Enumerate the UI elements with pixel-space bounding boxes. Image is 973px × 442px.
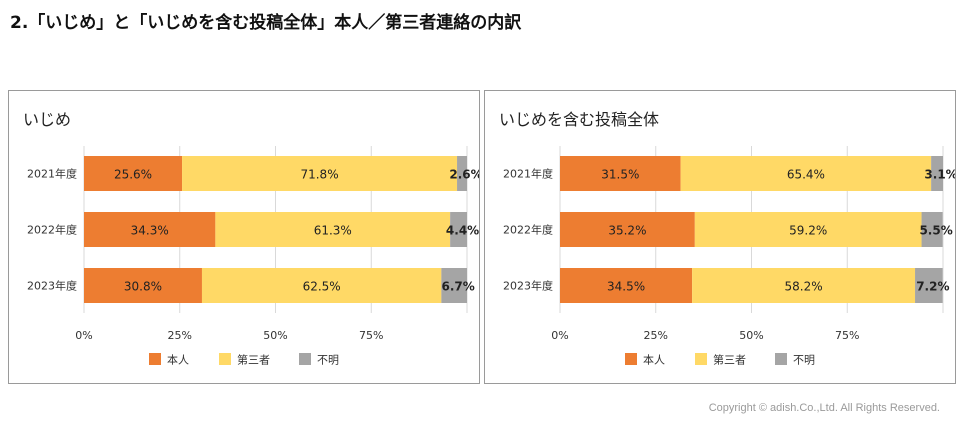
category-label: 2022年度 <box>503 223 553 237</box>
bar-segment <box>215 212 451 247</box>
chart-title-bullying-posts: いじめを含む投稿全体 <box>499 110 660 129</box>
data-label: 6.7% <box>442 280 475 294</box>
category-label: 2022年度 <box>27 223 77 237</box>
bar-segment <box>84 268 202 303</box>
legend-swatch <box>299 353 311 365</box>
legend-swatch <box>219 353 231 365</box>
bar-segment <box>84 212 216 247</box>
legend-swatch <box>695 353 707 365</box>
x-tick-label: 75% <box>359 329 383 342</box>
bar-segment <box>182 156 458 191</box>
bar-segment <box>457 156 467 191</box>
bar-segment <box>560 156 681 191</box>
data-label: 3.1% <box>924 168 955 182</box>
data-label: 25.6% <box>114 168 152 182</box>
data-label: 34.5% <box>607 280 645 294</box>
data-label: 2.6% <box>449 168 479 182</box>
x-tick-label: 25% <box>644 329 668 342</box>
legend-label: 本人 <box>167 353 189 367</box>
data-label: 7.2% <box>916 280 949 294</box>
bar-segment <box>84 156 183 191</box>
data-label: 5.5% <box>919 224 952 238</box>
x-tick-label: 75% <box>835 329 859 342</box>
copyright: Copyright © adish.Co.,Ltd. All Rights Re… <box>708 402 940 414</box>
category-label: 2021年度 <box>503 167 553 181</box>
chart-title-bullying: いじめ <box>23 110 72 129</box>
legend-label: 第三者 <box>237 353 270 367</box>
category-label: 2023年度 <box>27 279 77 293</box>
bar-segment <box>560 268 693 303</box>
data-label: 31.5% <box>601 168 639 182</box>
bar-segment <box>692 268 916 303</box>
bar-segment <box>931 156 943 191</box>
page-title: 2.「いじめ」と「いじめを含む投稿全体」本人／第三者連絡の内訳 <box>10 13 522 33</box>
legend-label: 第三者 <box>713 353 746 367</box>
data-label: 61.3% <box>314 224 352 238</box>
legend-label: 本人 <box>643 353 665 367</box>
bar-segment <box>915 268 943 303</box>
data-label: 35.2% <box>608 224 646 238</box>
bar-segment <box>694 212 922 247</box>
chart-panel-bullying-posts: いじめを含む投稿全体 0% 25% 50% 75% 2021年度 31.5% 65.4% 3.… <box>484 90 956 384</box>
legend-swatch <box>775 353 787 365</box>
chart-bullying-posts: 0% 25% 50% 75% 2021年度 31.5% 65.4% 3.1% 2022年度 35.… <box>503 146 955 367</box>
data-label: 62.5% <box>303 280 341 294</box>
chart-panel-bullying: いじめ 0% 25% 50% 75% 2021年度 25.6% 71.8% 2.6% 2022年… <box>8 90 480 384</box>
x-tick-label: 25% <box>168 329 192 342</box>
bar-segment <box>201 268 442 303</box>
legend-swatch <box>625 353 637 365</box>
data-label: 71.8% <box>300 168 338 182</box>
bar-segment <box>450 212 467 247</box>
data-label: 65.4% <box>787 168 825 182</box>
x-tick-label: 50% <box>263 329 287 342</box>
category-label: 2021年度 <box>27 167 77 181</box>
data-label: 4.4% <box>446 224 479 238</box>
legend-swatch <box>149 353 161 365</box>
bar-segment <box>680 156 932 191</box>
bar-segment <box>441 268 467 303</box>
x-tick-label: 50% <box>739 329 763 342</box>
x-tick-label: 0% <box>551 329 568 342</box>
x-tick-label: 0% <box>75 329 92 342</box>
legend-label: 不明 <box>793 354 815 367</box>
chart-bullying: 0% 25% 50% 75% 2021年度 25.6% 71.8% 2.6% 2022年度 34.… <box>27 146 479 367</box>
data-label: 59.2% <box>789 224 827 238</box>
legend-label: 不明 <box>317 354 339 367</box>
data-label: 34.3% <box>131 224 169 238</box>
category-label: 2023年度 <box>503 279 553 293</box>
data-label: 30.8% <box>124 280 162 294</box>
bar-segment <box>921 212 943 247</box>
data-label: 58.2% <box>785 280 823 294</box>
bar-segment <box>560 212 695 247</box>
